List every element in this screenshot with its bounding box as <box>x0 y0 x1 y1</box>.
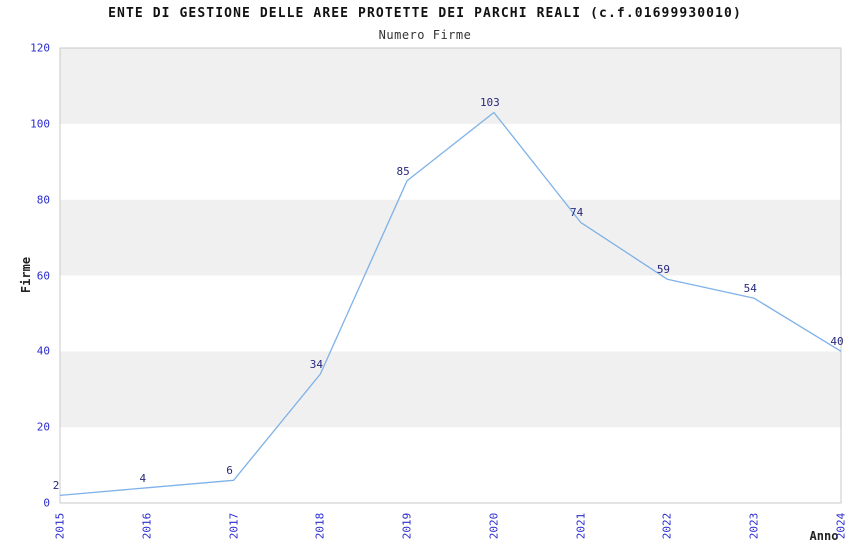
x-tick-label: 2023 <box>747 512 761 540</box>
x-tick-label: 2016 <box>140 512 154 540</box>
data-label: 40 <box>830 335 844 349</box>
chart-title: ENTE DI GESTIONE DELLE AREE PROTETTE DEI… <box>108 6 742 21</box>
y-tick-label: 60 <box>36 269 50 282</box>
y-tick-label: 20 <box>36 420 50 434</box>
y-tick-label: 0 <box>43 496 50 510</box>
x-tick-label: 2015 <box>53 512 67 540</box>
x-tick-label: 2020 <box>487 512 501 540</box>
data-label: 54 <box>743 282 757 296</box>
x-tick-label: 2019 <box>400 512 414 540</box>
plot-band <box>60 199 841 276</box>
data-label: 103 <box>479 96 500 110</box>
y-tick-label: 120 <box>30 41 50 55</box>
y-tick-label: 80 <box>36 193 50 207</box>
plot-band <box>60 351 841 428</box>
data-label: 6 <box>226 464 233 478</box>
plot-band <box>60 427 841 503</box>
x-tick-label: 2022 <box>660 512 674 540</box>
plot-band <box>60 48 841 124</box>
data-label: 74 <box>570 206 584 220</box>
plot-border <box>59 47 842 504</box>
data-label: 34 <box>309 358 323 372</box>
chart-subtitle: Numero Firme <box>378 28 472 42</box>
data-label: 59 <box>656 263 671 277</box>
data-label: 4 <box>139 471 147 485</box>
plot-band <box>60 275 841 352</box>
y-tick-label: 100 <box>30 117 50 131</box>
x-tick-label: 2024 <box>834 512 848 540</box>
plot-band <box>60 123 841 200</box>
x-tick-label: 2017 <box>227 512 241 540</box>
x-axis-title: Anno <box>809 529 839 543</box>
data-label: 2 <box>52 479 60 493</box>
y-tick-label: 40 <box>36 344 50 358</box>
x-tick-label: 2021 <box>574 512 588 540</box>
series-line <box>59 111 842 497</box>
x-tick-label: 2018 <box>313 512 327 540</box>
data-label: 85 <box>396 164 410 178</box>
